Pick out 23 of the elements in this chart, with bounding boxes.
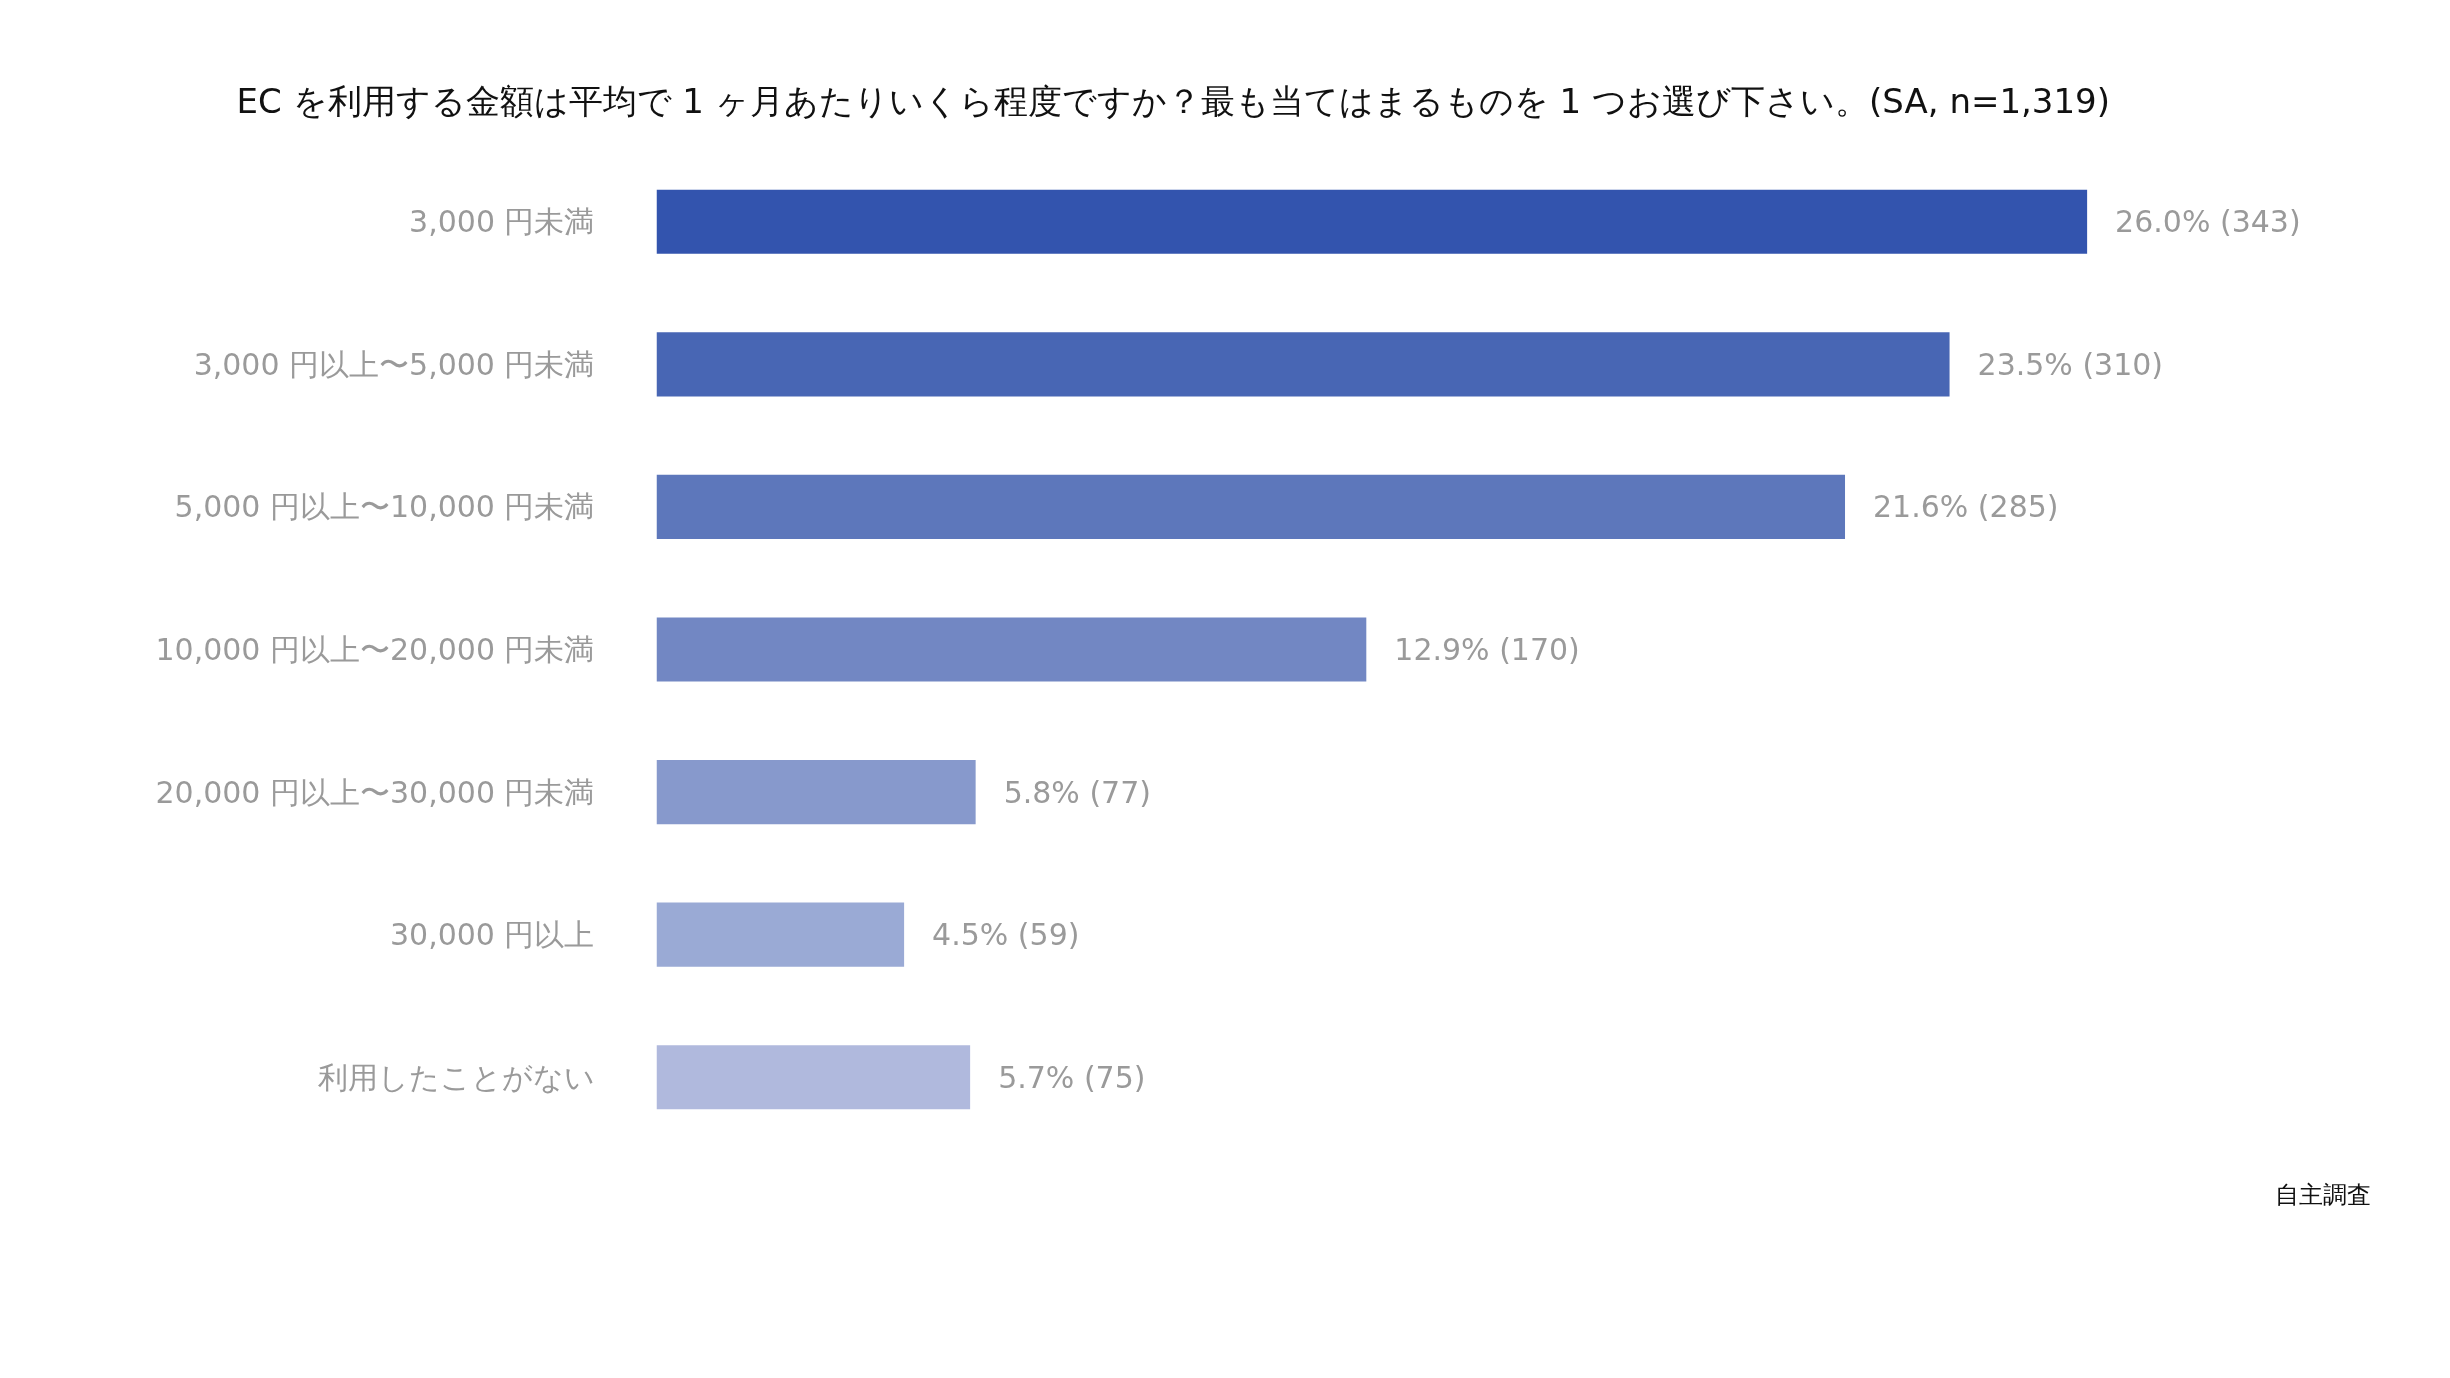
y-tick-label: 20,000 円以上〜30,000 円未満 bbox=[155, 774, 595, 810]
bar bbox=[656, 474, 1846, 540]
y-tick-label: 5,000 円以上〜10,000 円未満 bbox=[174, 489, 595, 525]
data-label: 4.5% (59) bbox=[932, 917, 1080, 953]
text: 自主調査 bbox=[2274, 1180, 2371, 1209]
bar bbox=[656, 1045, 971, 1110]
bar bbox=[656, 902, 905, 967]
data-label: 5.8% (77) bbox=[1003, 774, 1151, 810]
data-label: 23.5% (310) bbox=[1977, 346, 2164, 382]
data-label: 12.9% (170) bbox=[1394, 632, 1580, 667]
bar bbox=[656, 759, 976, 825]
chart-title: EC を利用する金額は平均で 1 ヶ月あたりいくら程度ですか？最も当てはまるものを 1 つお選び下さい。(SA, n=1,319) bbox=[236, 80, 2111, 121]
y-tick-label: 利用したことがない bbox=[317, 1059, 595, 1095]
data-label: 26.0% (343) bbox=[2115, 204, 2301, 240]
data-label: 21.6% (285) bbox=[1873, 489, 2059, 525]
bar bbox=[656, 332, 1950, 397]
data-label: 5.7% (75) bbox=[998, 1059, 1146, 1095]
y-tick-label: 10,000 円以上〜20,000 円未満 bbox=[155, 632, 595, 667]
y-tick-label: 30,000 円以上 bbox=[389, 917, 595, 953]
y-tick-label: 3,000 円以上〜5,000 円未満 bbox=[193, 346, 595, 382]
y-tick-label: 3,000 円未満 bbox=[409, 204, 595, 240]
bar bbox=[656, 189, 2088, 254]
bar bbox=[656, 617, 1367, 682]
